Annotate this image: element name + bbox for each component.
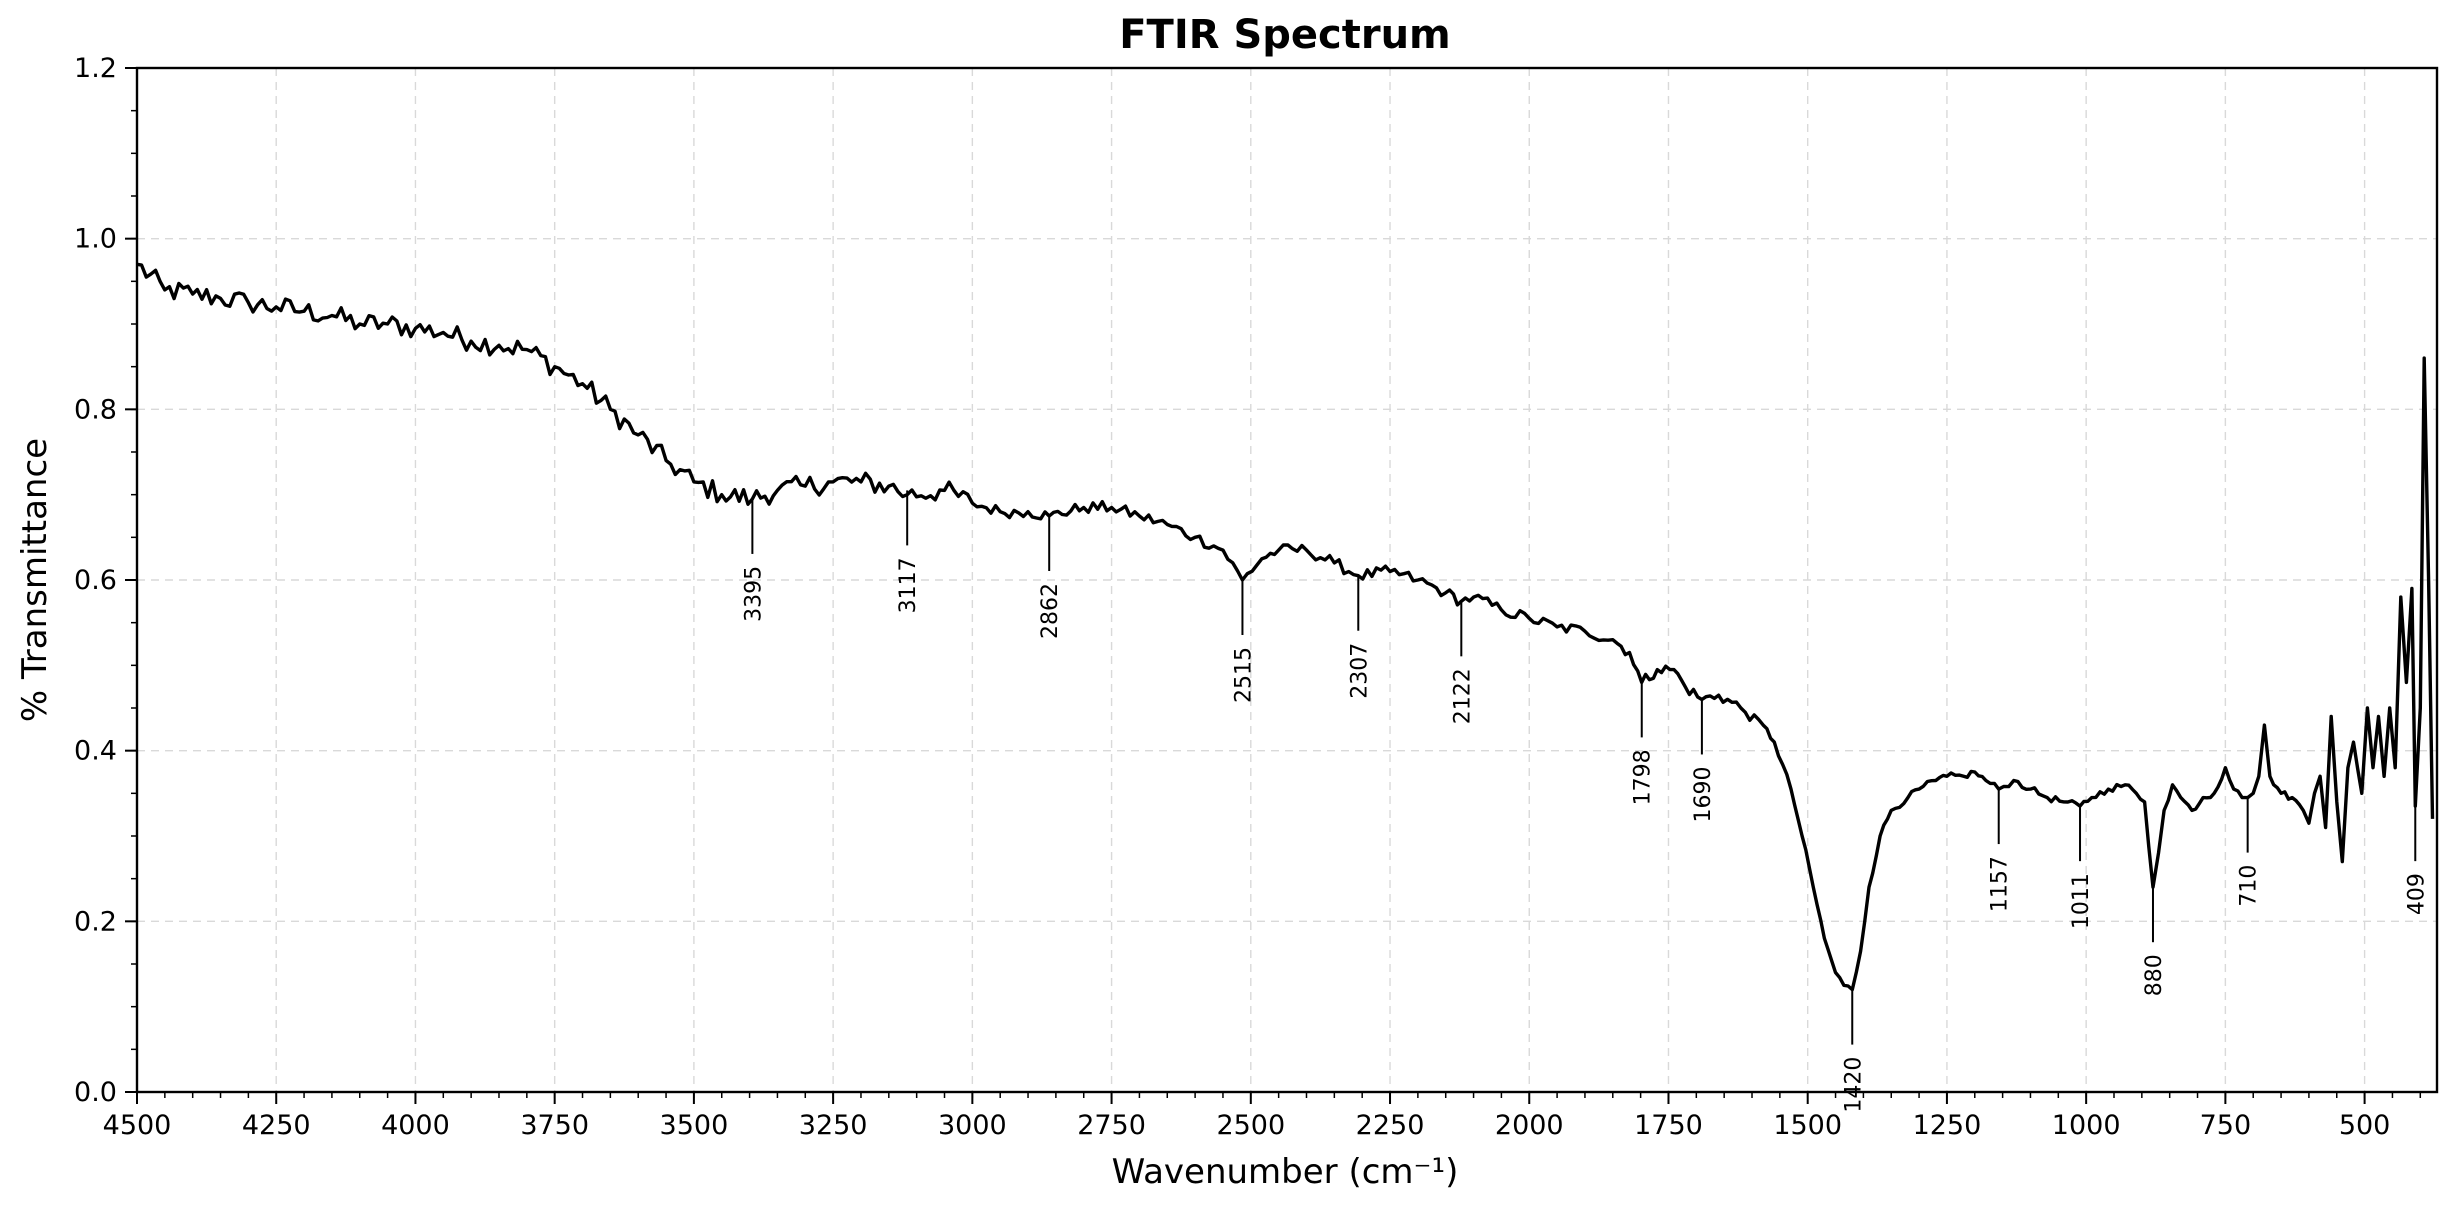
plot-frame <box>135 66 2439 1094</box>
spectrum-line <box>136 262 2435 992</box>
peak-label-2122: 2122 <box>1450 668 1475 724</box>
x-tick-label: 1000 <box>2052 1110 2121 1141</box>
peak-label-3117: 3117 <box>896 557 921 613</box>
peak-label-1157: 1157 <box>1988 856 2013 912</box>
x-tick-label: 3750 <box>520 1110 589 1141</box>
y-tick-label: 1.2 <box>74 53 117 84</box>
chart-title: FTIR Spectrum <box>1119 12 1451 58</box>
x-tick-label: 2250 <box>1356 1110 1425 1141</box>
x-tick-label: 1250 <box>1913 1110 1982 1141</box>
x-tick-label: 1500 <box>1773 1110 1842 1141</box>
y-tick-label: 0.2 <box>74 906 117 937</box>
peak-label-710: 710 <box>2237 865 2262 907</box>
peak-label-1011: 1011 <box>2069 873 2094 929</box>
x-axis: 4500 4250 4000 3750 3500 3250 3000 2750 2500 2250… <box>103 1092 2422 1141</box>
x-tick-label: 500 <box>2339 1110 2391 1141</box>
peak-label-409: 409 <box>2404 873 2429 915</box>
peak-label-3395: 3395 <box>741 566 766 622</box>
x-tick-label: 1750 <box>1634 1110 1703 1141</box>
peak-label-2515: 2515 <box>1231 647 1256 703</box>
peak-label-1690: 1690 <box>1691 767 1716 823</box>
y-axis: 0.0 0.2 0.4 0.6 0.8 1.0 1.2 <box>74 53 137 1108</box>
peak-label-1420: 1420 <box>1841 1057 1866 1113</box>
peak-label-880: 880 <box>2142 954 2167 996</box>
x-axis-label: Wavenumber (cm⁻¹) <box>1112 1152 1459 1192</box>
x-tick-label: 2750 <box>1077 1110 1146 1141</box>
x-tick-label: 2000 <box>1495 1110 1564 1141</box>
x-tick-label: 3250 <box>799 1110 868 1141</box>
x-tick-label: 3000 <box>938 1110 1007 1141</box>
y-tick-label: 0.6 <box>74 565 117 596</box>
x-tick-label: 4000 <box>381 1110 450 1141</box>
peak-label-2307: 2307 <box>1347 643 1372 699</box>
x-tick-label: 2500 <box>1216 1110 1285 1141</box>
x-tick-label: 4250 <box>242 1110 311 1141</box>
peak-label-2862: 2862 <box>1038 583 1063 639</box>
grid-lines <box>136 67 2437 1093</box>
y-tick-label: 0.0 <box>74 1077 117 1108</box>
x-tick-label: 3500 <box>660 1110 729 1141</box>
y-axis-label: % Transmittance <box>15 438 55 722</box>
y-tick-label: 0.4 <box>74 736 117 767</box>
peak-label-1798: 1798 <box>1631 749 1656 805</box>
peak-markers: 3395 3117 2862 2515 2307 2122 1798 1690 1420 1157… <box>741 490 2429 1113</box>
y-tick-label: 0.8 <box>74 394 117 425</box>
y-tick-label: 1.0 <box>74 224 117 255</box>
x-tick-label: 4500 <box>103 1110 172 1141</box>
x-tick-label: 750 <box>2200 1110 2252 1141</box>
